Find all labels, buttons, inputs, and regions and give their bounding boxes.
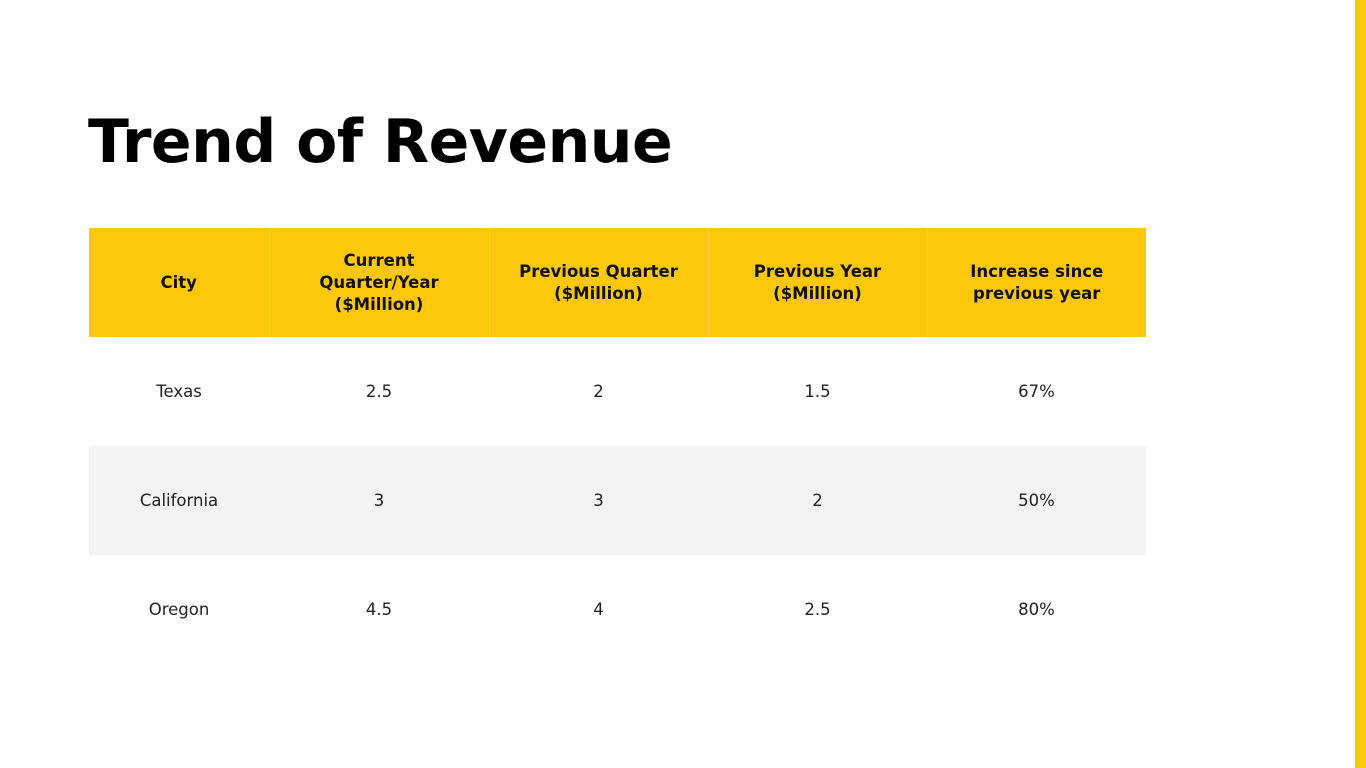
cell-previous-year: 1.5 (804, 382, 831, 401)
header-previous-quarter: Previous Quarter ($Million) (489, 228, 709, 337)
cell-city: Texas (156, 382, 202, 401)
cell-previous-year: 2.5 (804, 600, 831, 619)
cell-increase: 50% (927, 446, 1146, 555)
cell-increase: 80% (1018, 600, 1055, 619)
header-current: Current Quarter/Year ($Million) (269, 228, 490, 337)
cell-current: 2.5 (365, 382, 393, 401)
accent-bar (1355, 0, 1366, 768)
cell-previous-quarter: 2 (593, 382, 604, 401)
table-header-row: City Current Quarter/Year ($Million) Pre… (89, 228, 1146, 337)
cell-previous-quarter: 3 (489, 446, 708, 555)
cell-previous-quarter: 4 (593, 600, 604, 619)
cell-increase: 67% (1018, 382, 1055, 401)
cell-current: 3 (269, 446, 489, 555)
cell-previous-year: 2 (708, 446, 927, 555)
cell-current: 4.5 (365, 600, 393, 619)
header-increase: Increase since previous year (927, 228, 1146, 337)
header-previous-year: Previous Year ($Million) (708, 228, 928, 337)
header-city: City (89, 228, 270, 337)
revenue-table: City Current Quarter/Year ($Million) Pre… (89, 228, 1146, 664)
table-row: Oregon 4.5 4 2.5 80% (89, 555, 1146, 664)
cell-city: Oregon (148, 600, 210, 619)
slide-title: Trend of Revenue (88, 107, 673, 177)
table-row: California 3 3 2 50% (89, 446, 1146, 555)
cell-city: California (89, 446, 269, 555)
table-row: Texas 2.5 2 1.5 67% (89, 337, 1146, 446)
